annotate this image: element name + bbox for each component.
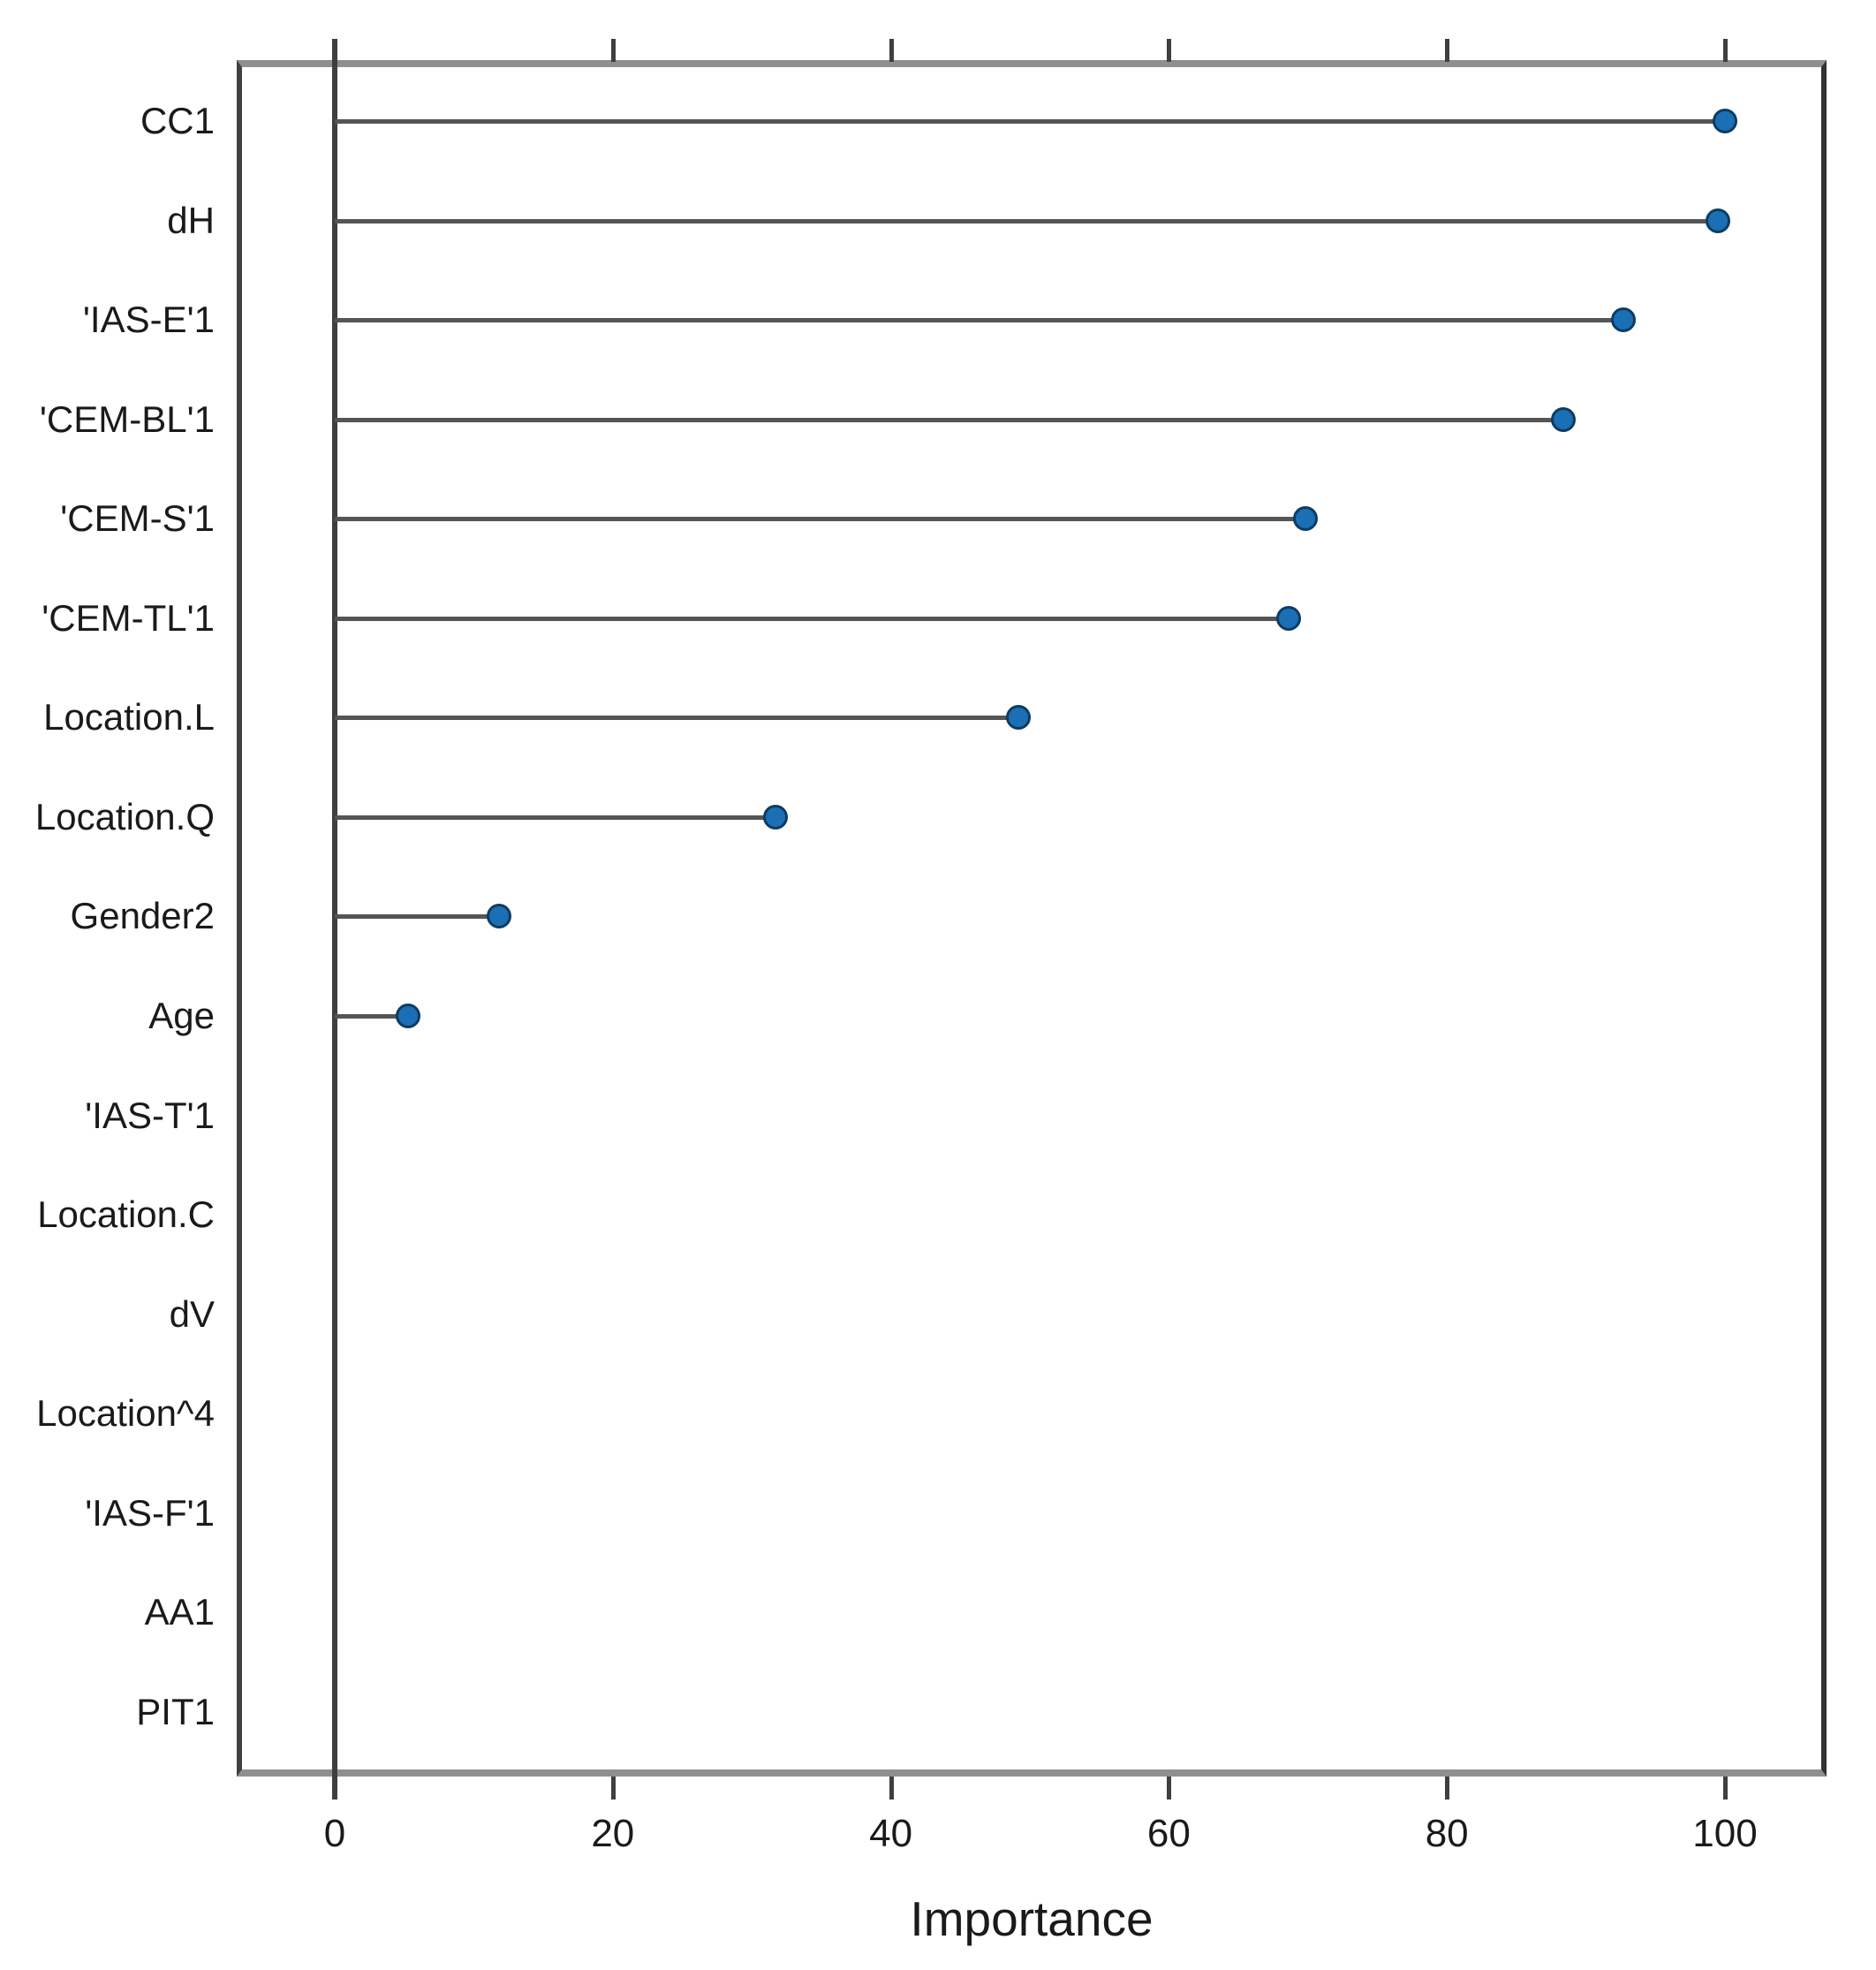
data-point	[1713, 109, 1737, 133]
x-axis-tick-label: 0	[323, 1812, 346, 1855]
data-point	[1551, 406, 1577, 432]
data-point	[1006, 705, 1032, 731]
x-axis-tick-bottom	[610, 1777, 616, 1800]
stem-line	[335, 417, 1564, 422]
y-axis-label: PIT1	[136, 1690, 215, 1732]
stem-line	[335, 318, 1624, 323]
y-axis-label: dV	[169, 1292, 215, 1335]
x-axis-tick-top	[1167, 39, 1172, 62]
data-point	[486, 904, 511, 929]
x-axis-tick-top	[610, 39, 616, 62]
y-axis-label: 'IAS-T'1	[85, 1094, 215, 1136]
data-point	[1611, 307, 1637, 333]
stem-line	[335, 815, 775, 820]
y-axis-label: 'CEM-BL'1	[39, 398, 215, 440]
y-axis-label: 'IAS-F'1	[85, 1491, 215, 1534]
y-axis-label: 'CEM-S'1	[60, 497, 215, 540]
x-axis-tick-bottom	[1445, 1777, 1450, 1800]
y-axis-label: dH	[167, 199, 215, 241]
y-axis-label: Gender2	[70, 895, 215, 937]
x-axis-tick-top	[889, 39, 894, 62]
stem-line	[335, 616, 1289, 621]
x-axis-tick-label: 60	[1146, 1812, 1191, 1855]
x-axis-tick-label: 20	[591, 1812, 635, 1855]
data-point	[1275, 605, 1301, 631]
x-axis-tick-label: 40	[869, 1812, 913, 1855]
x-axis-tick-bottom	[889, 1777, 894, 1800]
data-point	[1292, 506, 1318, 532]
y-axis-label: Location.L	[43, 696, 215, 739]
x-axis-title: Importance	[910, 1891, 1154, 1946]
stem-line	[335, 517, 1305, 522]
x-axis-tick-label: 80	[1425, 1812, 1469, 1855]
x-axis-tick-bottom	[1167, 1777, 1172, 1800]
stem-line	[335, 914, 499, 920]
zero-reference-line	[332, 39, 337, 1800]
y-axis-label: Age	[148, 994, 215, 1036]
y-axis-label: CC1	[140, 100, 215, 141]
x-axis-tick-top	[1445, 39, 1450, 62]
y-axis-label: 'CEM-TL'1	[42, 596, 215, 639]
stem-line	[335, 119, 1725, 124]
x-axis-tick-label: 100	[1692, 1812, 1758, 1855]
stem-line	[335, 218, 1719, 224]
stem-line	[335, 716, 1019, 721]
data-point	[396, 1003, 421, 1028]
y-axis-label: Location^4	[36, 1392, 215, 1435]
data-point	[1706, 208, 1731, 233]
x-axis-tick-bottom	[1723, 1777, 1728, 1800]
data-point	[762, 804, 788, 830]
y-axis-label: Location.Q	[34, 795, 215, 837]
y-axis-label: AA1	[144, 1591, 215, 1633]
stem-line	[335, 1013, 409, 1019]
y-axis-label: 'IAS-E'1	[82, 299, 215, 341]
x-axis-tick-top	[1723, 39, 1728, 62]
y-axis-label: Location.C	[37, 1193, 215, 1236]
